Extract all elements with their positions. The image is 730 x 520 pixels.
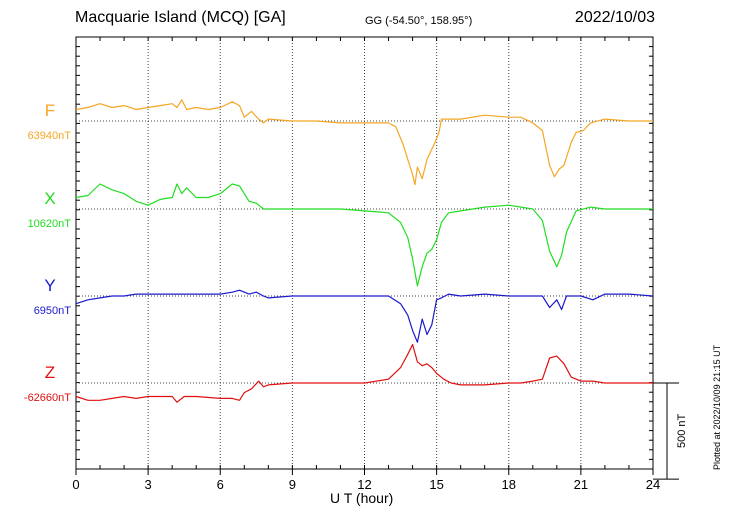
x-tick-label: 21 <box>574 477 588 492</box>
x-tick-label: 12 <box>357 477 371 492</box>
series-line-z <box>75 343 653 403</box>
chart-title: Macquarie Island (MCQ) [GA] <box>75 9 286 26</box>
x-tick-label: 24 <box>646 477 660 492</box>
station-coordinates: GG (-54.50°, 158.95°) <box>365 15 473 27</box>
baseline-value-f: 63940nT <box>28 130 72 142</box>
series-line-f <box>75 99 653 186</box>
x-tick-label: 9 <box>289 477 296 492</box>
series-name-z: Z <box>45 363 55 382</box>
scale-bar-label: 500 nT <box>676 413 688 448</box>
series-line-y <box>75 289 654 343</box>
baseline-value-x: 10620nT <box>28 218 72 230</box>
x-tick-label: 15 <box>429 477 443 492</box>
x-axis-label: U T (hour) <box>330 490 394 506</box>
x-tick-label: 0 <box>72 477 79 492</box>
x-tick-label: 18 <box>502 477 516 492</box>
x-tick-label: 6 <box>217 477 224 492</box>
series-name-y: Y <box>44 276 55 295</box>
baseline-value-z: -62660nT <box>24 392 71 404</box>
series-name-x: X <box>44 189 55 208</box>
x-tick-label: 3 <box>145 477 152 492</box>
baseline-value-y: 6950nT <box>34 305 72 317</box>
plotted-timestamp: Plotted at 2022/10/09 21:15 UT <box>712 344 722 470</box>
series-line-x <box>75 183 653 287</box>
series-name-f: F <box>45 101 55 120</box>
chart-date: 2022/10/03 <box>574 9 655 26</box>
